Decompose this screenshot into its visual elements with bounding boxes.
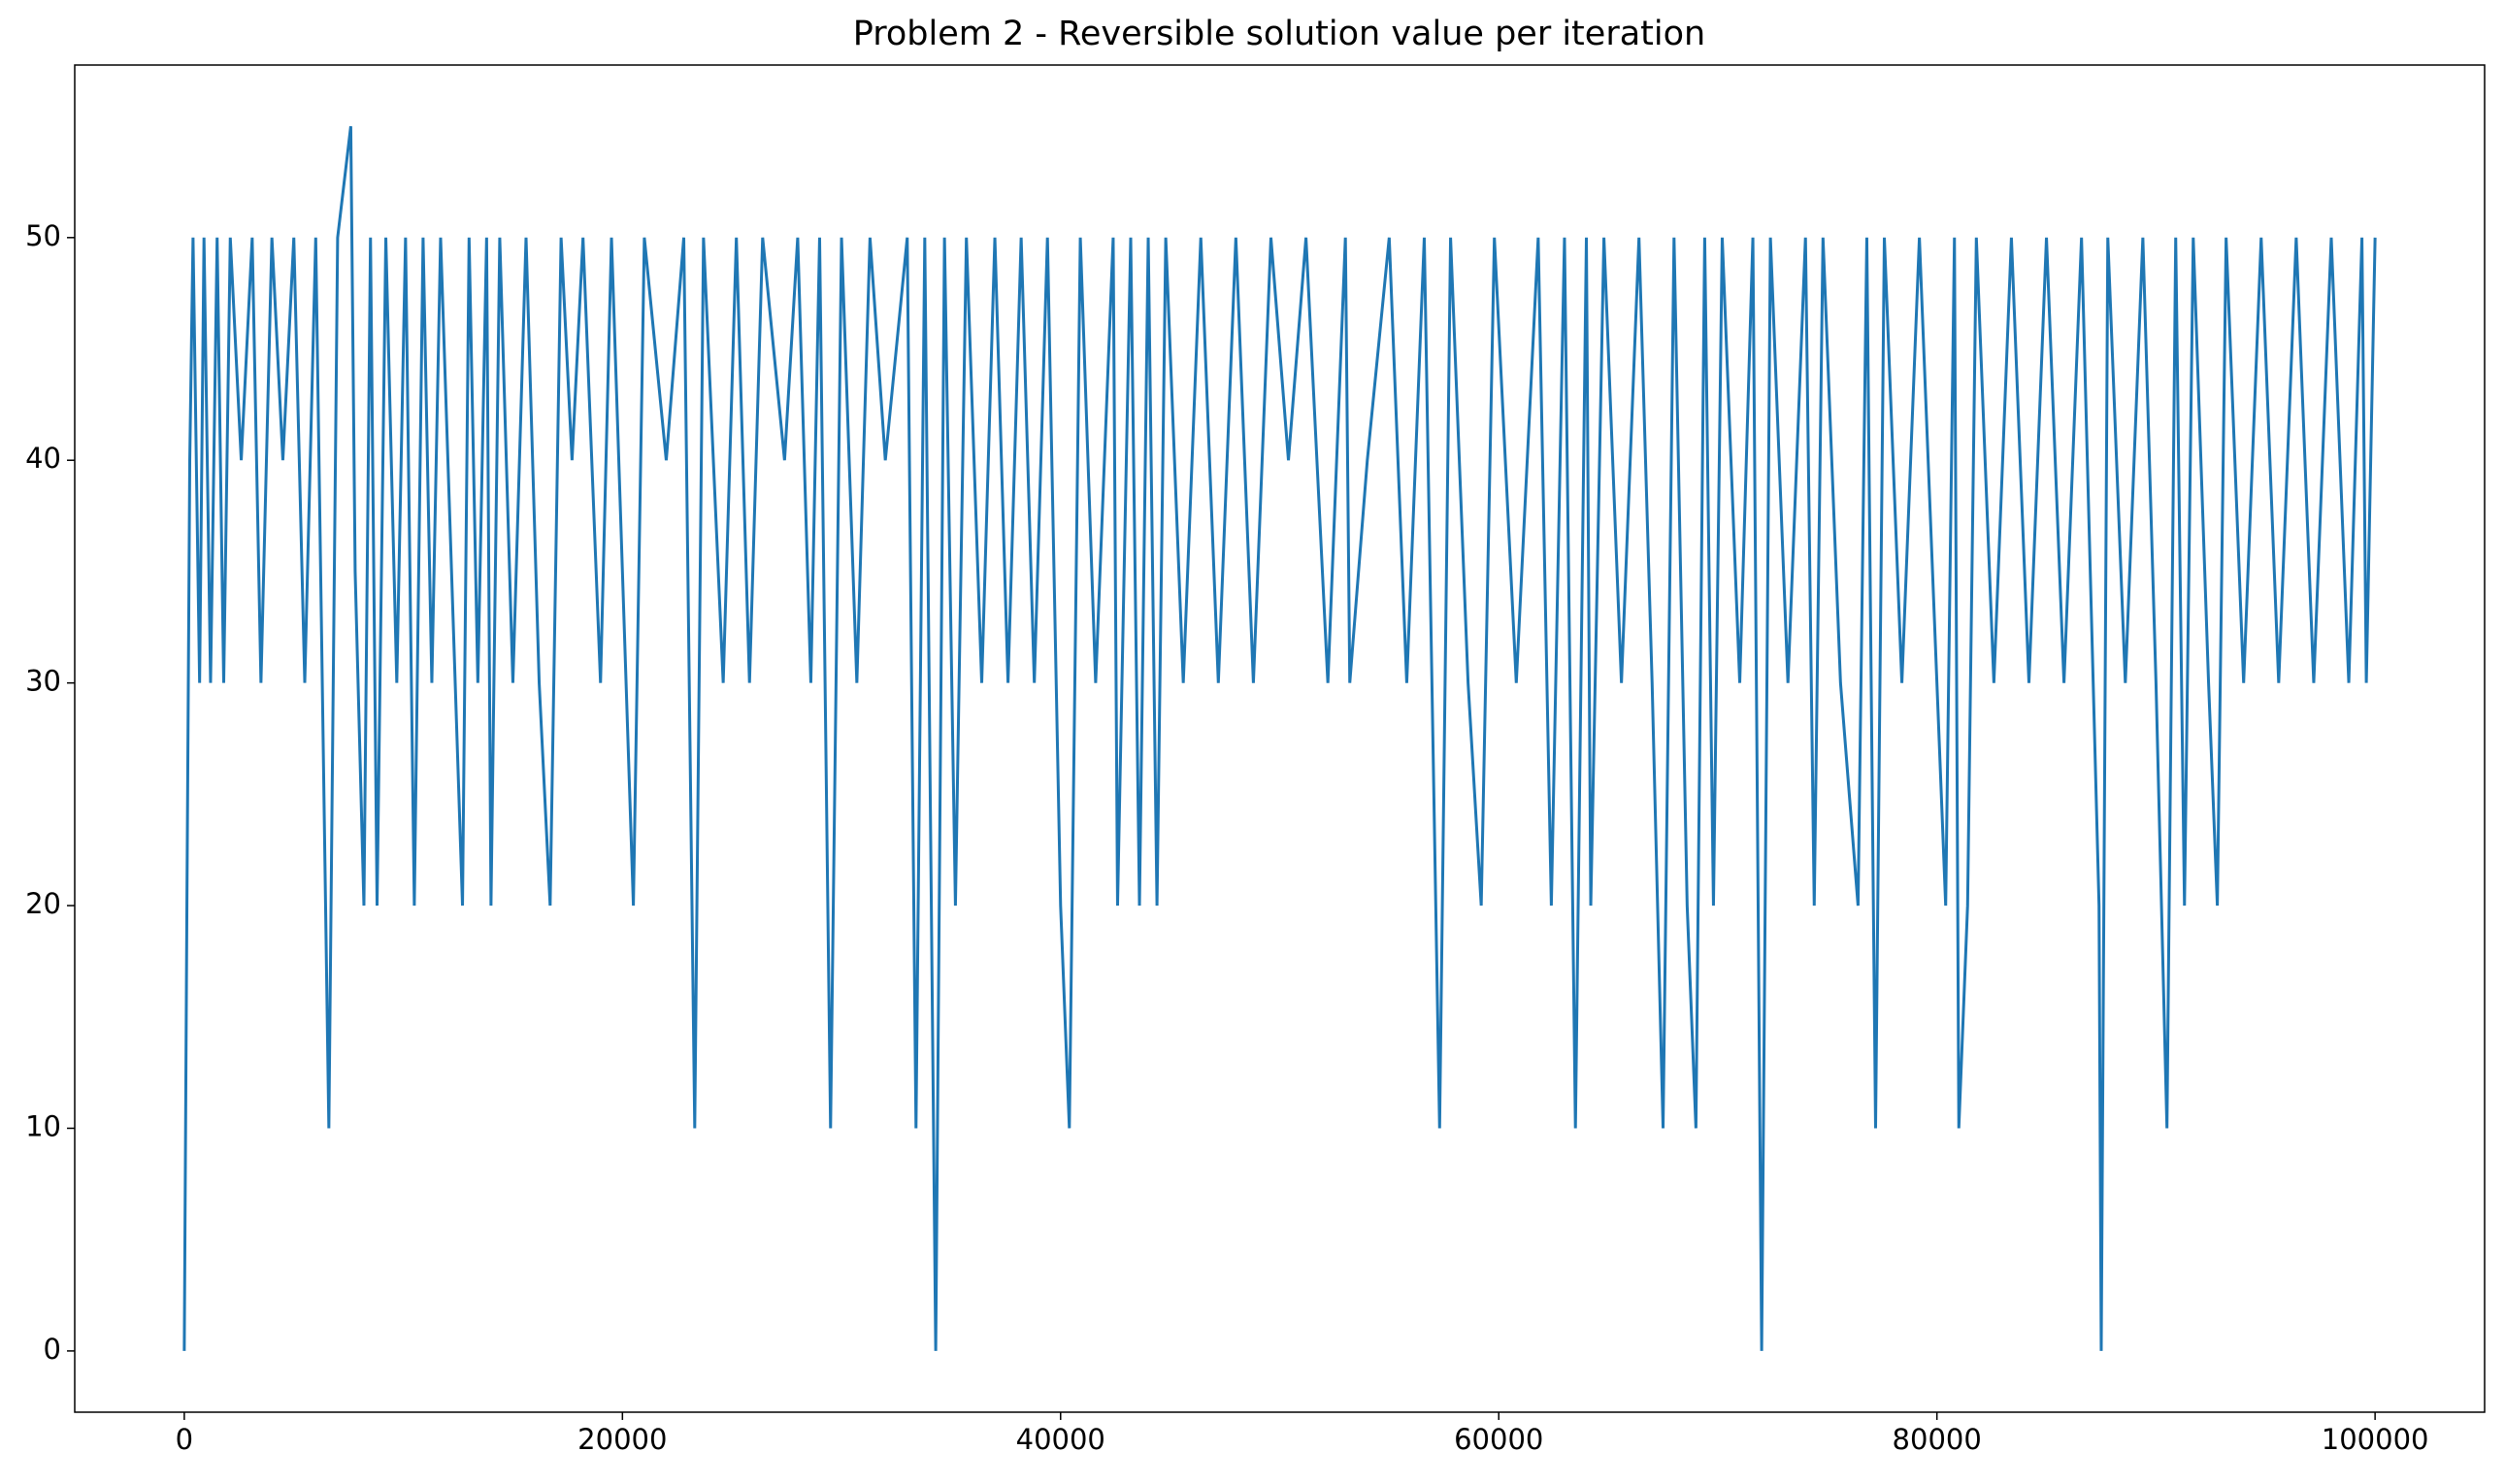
- y-tick-label: 10: [25, 1109, 61, 1142]
- data-line: [182, 125, 2377, 1351]
- chart-title: Problem 2 - Reversible solution value pe…: [853, 15, 1705, 53]
- x-tick-label: 20000: [577, 1423, 667, 1456]
- y-tick-label: 20: [25, 887, 61, 920]
- y-tick-label: 50: [25, 219, 61, 252]
- x-tick-label: 0: [176, 1423, 193, 1456]
- y-tick-label: 0: [44, 1333, 61, 1366]
- x-tick-label: 100000: [2322, 1423, 2429, 1456]
- y-tick-label: 40: [25, 442, 61, 475]
- x-tick-label: 40000: [1016, 1423, 1105, 1456]
- x-tick-label: 80000: [1893, 1423, 1982, 1456]
- plot-frame: [74, 64, 2486, 1413]
- y-tick-label: 30: [25, 665, 61, 698]
- x-tick-label: 60000: [1454, 1423, 1543, 1456]
